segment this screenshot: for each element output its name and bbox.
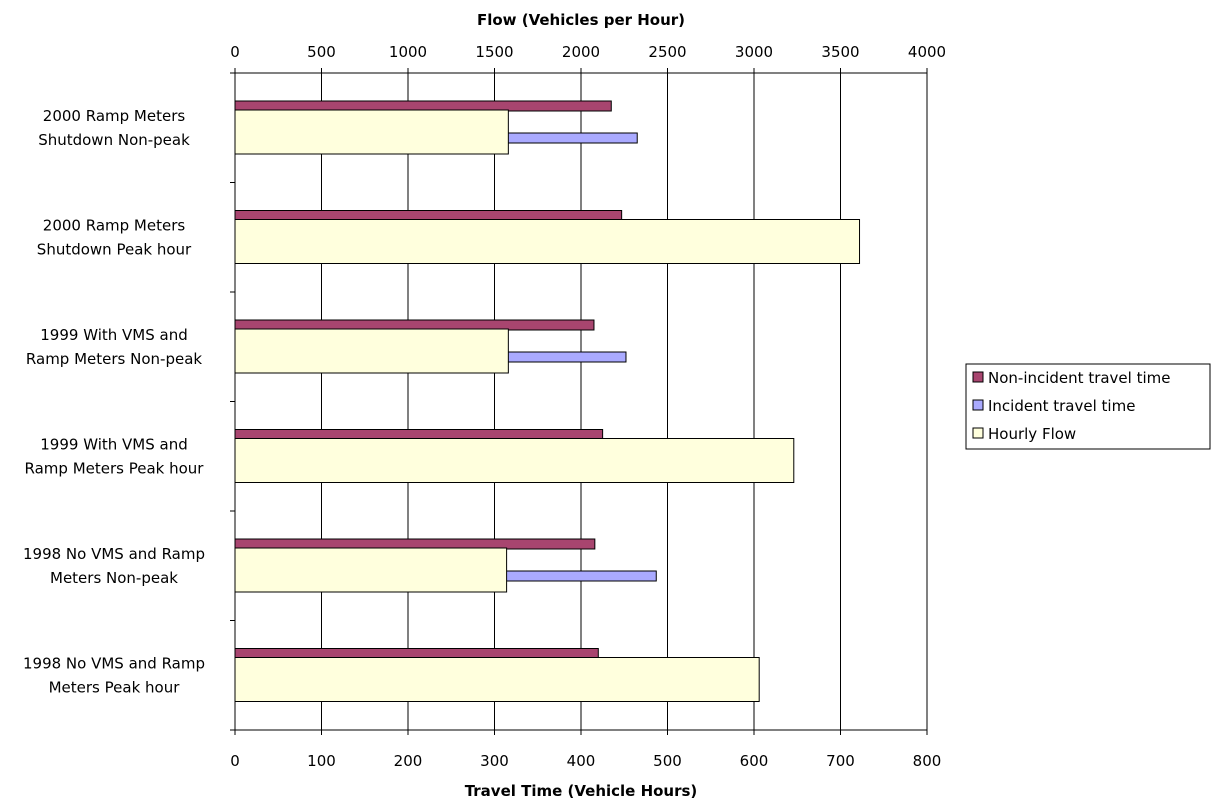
- top-tick-label: 0: [230, 43, 240, 61]
- top-tick-label: 4000: [908, 43, 946, 61]
- category-label-line: Ramp Meters Non-peak: [26, 350, 202, 368]
- category-label-line: 1999 With VMS and: [40, 326, 187, 344]
- category-label-line: 1998 No VMS and Ramp: [23, 654, 205, 672]
- legend-label: Hourly Flow: [988, 425, 1076, 443]
- bottom-tick-label: 300: [480, 752, 509, 770]
- category-label-line: Meters Non-peak: [50, 569, 178, 587]
- legend-swatch: [973, 400, 983, 410]
- bar-hourly-flow: [235, 439, 794, 483]
- top-tick-label: 500: [307, 43, 336, 61]
- category-label-line: 1999 With VMS and: [40, 435, 187, 453]
- category-label: 1998 No VMS and Ramp Meters Peak hour: [23, 654, 205, 696]
- category-label: 1998 No VMS and Ramp Meters Non-peak: [23, 545, 205, 587]
- category-label-line: 2000 Ramp Meters: [43, 216, 186, 234]
- bar-hourly-flow: [235, 548, 507, 592]
- top-tick-label: 1000: [389, 43, 427, 61]
- category-label-line: Shutdown Non-peak: [38, 131, 190, 149]
- bar-hourly-flow: [235, 329, 508, 373]
- category-label-line: Shutdown Peak hour: [37, 240, 192, 258]
- category-label-line: Meters Peak hour: [49, 678, 181, 696]
- category-label: 1999 With VMS and Ramp Meters Non-peak: [26, 326, 202, 368]
- legend-label: Incident travel time: [988, 397, 1135, 415]
- legend-swatch: [973, 428, 983, 438]
- bottom-tick-label: 200: [394, 752, 423, 770]
- top-tick-label: 2500: [648, 43, 686, 61]
- category-label-line: 1998 No VMS and Ramp: [23, 545, 205, 563]
- bottom-tick-label: 700: [826, 752, 855, 770]
- bottom-tick-label: 400: [567, 752, 596, 770]
- bars: [235, 101, 860, 702]
- top-tick-label: 3500: [821, 43, 859, 61]
- bottom-axis-title: Travel Time (Vehicle Hours): [465, 782, 698, 800]
- legend: Non-incident travel time Incident travel …: [966, 364, 1210, 449]
- category-label: 2000 Ramp Meters Shutdown Non-peak: [38, 107, 190, 149]
- top-axis-title: Flow (Vehicles per Hour): [477, 11, 685, 29]
- bottom-tick-label: 800: [913, 752, 942, 770]
- bar-hourly-flow: [235, 658, 759, 702]
- gridlines: [322, 73, 928, 730]
- legend-label: Non-incident travel time: [988, 369, 1170, 387]
- legend-swatch: [973, 372, 983, 382]
- bottom-tick-label: 0: [230, 752, 240, 770]
- bottom-tick-label: 600: [740, 752, 769, 770]
- bottom-tick-label: 100: [307, 752, 336, 770]
- bar-hourly-flow: [235, 110, 508, 154]
- category-label: 1999 With VMS and Ramp Meters Peak hour: [25, 435, 205, 477]
- top-tick-label: 1500: [475, 43, 513, 61]
- category-label: 2000 Ramp Meters Shutdown Peak hour: [37, 216, 192, 258]
- bar-hourly-flow: [235, 220, 860, 264]
- category-label-line: 2000 Ramp Meters: [43, 107, 186, 125]
- bottom-tick-label: 500: [653, 752, 682, 770]
- top-tick-label: 3000: [735, 43, 773, 61]
- top-tick-label: 2000: [562, 43, 600, 61]
- category-label-line: Ramp Meters Peak hour: [25, 459, 205, 477]
